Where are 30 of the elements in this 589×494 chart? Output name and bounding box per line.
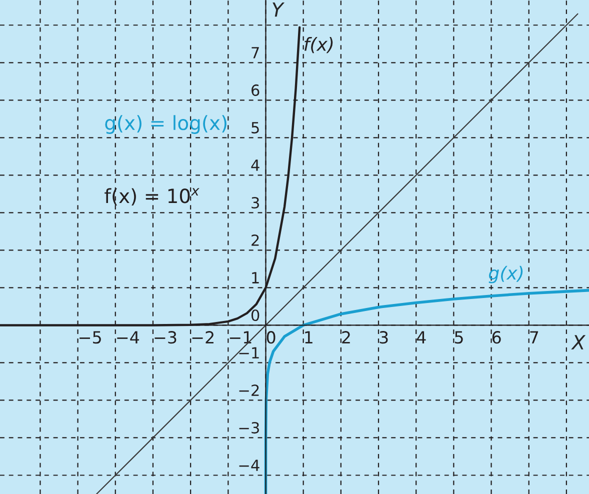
y-tick-label: −2 [239, 384, 259, 396]
y-tick-label: 6 [252, 84, 260, 96]
y-tick-label: 3 [252, 196, 259, 209]
x-tick-label: 3 [380, 331, 388, 344]
x-tick-label: −2 [192, 331, 214, 344]
y-axis-title: Y [272, 2, 285, 17]
x-tick-label: 6 [492, 331, 501, 344]
y-tick-label: −1 [239, 347, 259, 358]
series-label: f(x) [304, 37, 333, 54]
series-label: g(x) [488, 266, 523, 284]
y-tick-label: −3 [239, 422, 259, 434]
x-tick-label: 2 [342, 331, 350, 344]
x-tick-label: −4 [117, 331, 140, 344]
x-tick-label: 5 [454, 331, 463, 344]
x-tick-label: 4 [416, 331, 426, 344]
x-axis-title: X [571, 335, 586, 350]
y-tick-label: 4 [251, 160, 260, 171]
y-tick-label: 1 [252, 272, 259, 284]
x-tick-label: 0 [266, 331, 276, 344]
x-tick-label: 1 [305, 331, 312, 344]
x-tick-label: 7 [530, 331, 538, 344]
annotation: f(x) = 10$^{x}$ [104, 188, 200, 206]
y-tick-label: 2 [252, 234, 259, 246]
y-tick-label: −4 [239, 460, 260, 471]
y-tick-label: 5 [252, 122, 259, 134]
annotation: g(x) = log(x) [105, 115, 226, 134]
x-tick-label: −3 [154, 331, 176, 344]
y-tick-label: 7 [252, 47, 259, 58]
y-tick-label: 0 [251, 309, 260, 322]
x-tick-label: −5 [80, 331, 101, 344]
